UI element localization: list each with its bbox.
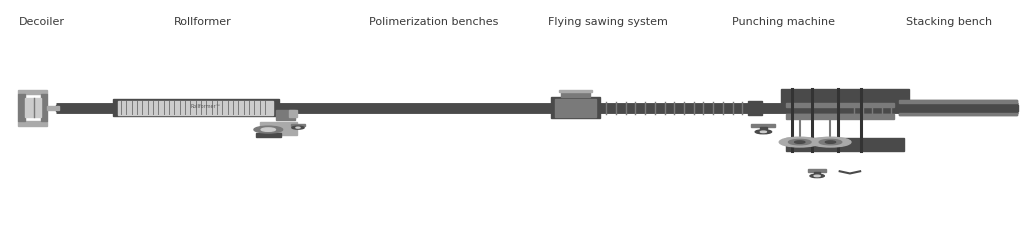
- Bar: [113, 99, 279, 116]
- Bar: [18, 121, 47, 126]
- Bar: [748, 101, 762, 115]
- Bar: [781, 89, 909, 103]
- Bar: [291, 124, 305, 126]
- Text: Flying sawing system: Flying sawing system: [548, 17, 668, 27]
- Bar: [559, 90, 592, 93]
- Bar: [276, 110, 295, 120]
- Circle shape: [810, 174, 824, 178]
- Circle shape: [261, 128, 275, 131]
- Text: Rollformer: Rollformer: [174, 17, 231, 27]
- Bar: [25, 98, 41, 117]
- Bar: [289, 110, 297, 117]
- Circle shape: [788, 139, 811, 145]
- Bar: [118, 101, 273, 115]
- Text: Polimerization benches: Polimerization benches: [369, 17, 498, 27]
- Text: Decoiler: Decoiler: [18, 17, 65, 27]
- Circle shape: [760, 131, 766, 133]
- Text: Punching machine: Punching machine: [732, 17, 836, 27]
- Circle shape: [292, 126, 304, 129]
- Bar: [760, 127, 767, 130]
- Bar: [41, 94, 47, 121]
- Bar: [551, 97, 600, 118]
- Bar: [555, 99, 596, 117]
- Circle shape: [254, 126, 283, 133]
- Text: Stacking bench: Stacking bench: [906, 17, 992, 27]
- Bar: [786, 138, 904, 151]
- Bar: [814, 172, 820, 174]
- Bar: [751, 124, 775, 127]
- Bar: [18, 94, 25, 121]
- Bar: [899, 113, 1017, 115]
- Bar: [256, 133, 281, 137]
- Bar: [899, 100, 1017, 115]
- Bar: [18, 90, 47, 94]
- Bar: [260, 122, 297, 135]
- Circle shape: [810, 137, 851, 147]
- Circle shape: [296, 127, 300, 128]
- Bar: [899, 100, 1017, 103]
- Text: Rollformer™: Rollformer™: [190, 104, 221, 109]
- Circle shape: [825, 141, 836, 143]
- Bar: [47, 106, 59, 110]
- Circle shape: [795, 141, 805, 143]
- Bar: [808, 169, 826, 172]
- Circle shape: [814, 175, 820, 177]
- Circle shape: [779, 137, 820, 147]
- Bar: [786, 103, 894, 107]
- Circle shape: [819, 139, 842, 145]
- Bar: [786, 114, 894, 119]
- Circle shape: [755, 130, 772, 134]
- Bar: [561, 92, 590, 97]
